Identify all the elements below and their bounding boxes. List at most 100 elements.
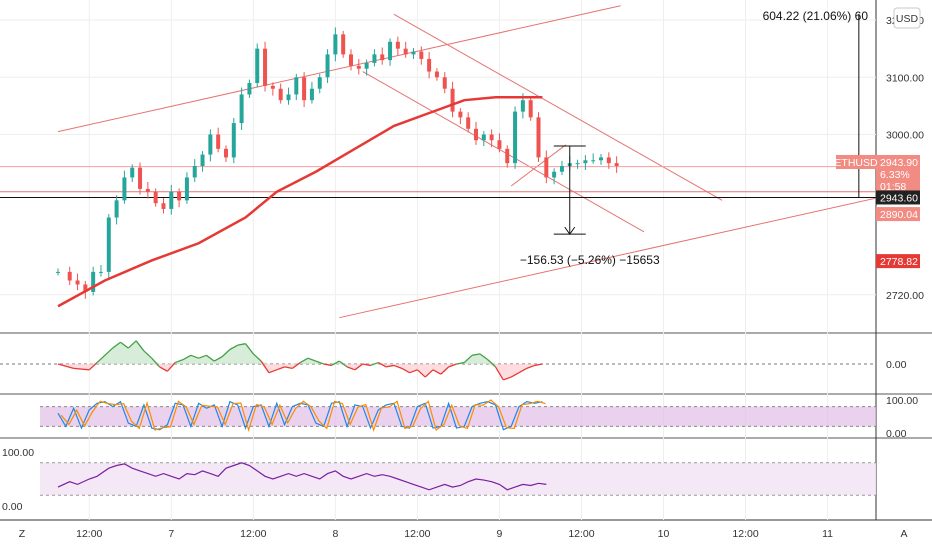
indicator-3-tick: 0.00: [2, 501, 23, 513]
candle-body: [419, 51, 424, 59]
candle-body: [184, 177, 189, 201]
candle-body: [552, 171, 557, 178]
trend-line: [393, 13, 723, 201]
candle-body: [255, 48, 260, 83]
price-tag-text: 2943.90: [880, 157, 918, 169]
candle-body: [278, 88, 283, 101]
oscillator-segment: [526, 364, 535, 369]
candle-body: [138, 167, 143, 189]
candle-body: [333, 34, 338, 55]
oscillator-segment: [120, 341, 129, 349]
candle-body: [583, 160, 588, 164]
oscillator-segment: [393, 364, 403, 369]
candle-body: [528, 100, 533, 118]
candle-body: [56, 271, 60, 273]
time-tick-label: 12:00: [732, 528, 758, 540]
candle-body: [302, 77, 307, 101]
candle-body: [599, 157, 604, 161]
price-tag-bg: [876, 254, 920, 269]
price-tag: 2943.60: [876, 190, 920, 205]
measure-down-label: −156.53 (−5.26%) −15653: [520, 253, 660, 267]
candle-body: [411, 51, 416, 55]
candle-body: [325, 54, 330, 78]
price-tick-label: 3000.00: [886, 130, 924, 142]
oscillator-segment: [354, 363, 364, 371]
band-fill: [40, 462, 876, 496]
candle-body: [200, 154, 205, 166]
price-axis: 3200.003100.003000.002720.002943.906.33%…: [834, 15, 924, 302]
price-tag-text: 01:58: [880, 181, 906, 193]
oscillator-segment: [416, 369, 426, 378]
log-toggle-button[interactable]: Z: [19, 528, 26, 540]
price-tag-bg: [876, 154, 920, 195]
oscillator-segment: [456, 361, 465, 365]
oscillator-segment: [182, 354, 192, 361]
candle-body: [153, 191, 158, 204]
time-axis: 12:00 7 12:00 8 12:00 9 12:00 10 12:00 11: [76, 528, 833, 540]
candle-body: [606, 157, 611, 164]
oscillator-segment: [503, 376, 512, 381]
oscillator-segment: [292, 362, 301, 369]
candle-body: [263, 48, 268, 86]
candle-body: [388, 41, 393, 61]
price-tag-bg: [876, 207, 920, 222]
oscillator-segment: [518, 367, 528, 374]
time-tick-label: 12:00: [568, 528, 594, 540]
oscillator-segment: [174, 359, 184, 364]
candle-body: [364, 62, 369, 69]
candle-body: [497, 140, 502, 149]
time-tick-label: 10: [658, 528, 670, 540]
currency-label: USD: [896, 13, 919, 25]
price-tag-text: 2778.82: [880, 256, 918, 268]
time-tick-label: 8: [332, 528, 338, 540]
candle-body: [466, 117, 471, 129]
oscillator-segment: [159, 366, 168, 372]
oscillator-positive-fill: [58, 340, 543, 364]
candle-body: [481, 134, 486, 141]
trend-line: [57, 5, 621, 133]
candle-body: [192, 166, 197, 178]
oscillator-segment: [409, 369, 418, 374]
oscillator-segment: [276, 366, 285, 371]
oscillator-segment: [432, 369, 442, 375]
price-tick-label: 2720.00: [886, 290, 924, 302]
candle-body: [130, 167, 135, 178]
oscillator-negative-fill: [58, 364, 543, 380]
oscillator-segment: [463, 354, 473, 364]
candle-body: [75, 280, 80, 285]
candle-body: [114, 200, 119, 218]
oscillator-segment: [229, 344, 239, 351]
oscillator-segment: [510, 372, 520, 378]
candle-body: [372, 54, 377, 63]
candle-body: [169, 191, 174, 209]
rsi-line: [57, 462, 547, 491]
candle-body: [341, 34, 346, 55]
auto-scale-button[interactable]: A: [900, 528, 907, 540]
trend-line: [339, 188, 918, 319]
moving-average-line: [57, 96, 543, 308]
candle-body: [161, 203, 166, 209]
candle-body: [450, 88, 455, 112]
oscillator-segment: [143, 350, 153, 359]
grid: [0, 0, 932, 521]
oscillator-segment: [252, 353, 262, 362]
candle-body: [239, 94, 244, 124]
oscillator-segment: [338, 360, 348, 368]
candle-body: [434, 71, 439, 78]
candle-body: [356, 65, 361, 69]
candle-body: [67, 271, 72, 281]
currency-button[interactable]: USD: [893, 7, 921, 29]
candle-body: [91, 271, 96, 292]
indicator-2-tick: 100.00: [886, 395, 918, 407]
price-pane: [0, 5, 918, 319]
candle-body: [544, 157, 549, 178]
oscillator-segment: [135, 340, 145, 352]
oscillator-segment: [190, 354, 199, 359]
candle-body: [536, 117, 541, 158]
price-tag-text: 6.33%: [880, 169, 910, 181]
trend-line: [362, 71, 645, 233]
oscillator-segment: [479, 353, 489, 361]
oscillator-segment: [424, 369, 434, 378]
price-tag-text: 2943.60: [880, 192, 918, 204]
